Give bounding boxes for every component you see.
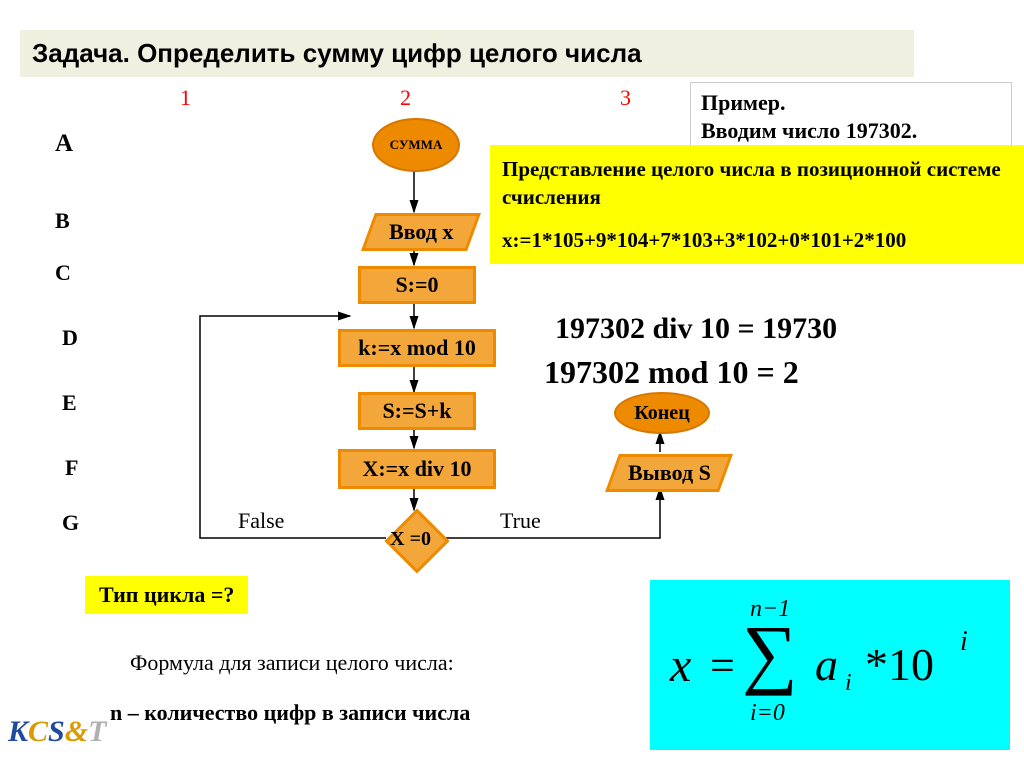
yellow-line2: x:=1*105+9*104+7*103+3*102+0*101+2*100 [502, 226, 1012, 254]
fx-eq: = [710, 640, 735, 691]
row-C: C [55, 260, 71, 286]
row-G: G [62, 510, 79, 536]
flow-start: СУММА [372, 118, 460, 172]
logo-K: K [8, 715, 28, 748]
col-2: 2 [400, 85, 411, 111]
logo-amp: & [65, 715, 88, 748]
flow-cond: X =0 [384, 508, 449, 573]
yellow-box: Представление целого числа в позиционной… [490, 145, 1024, 264]
col-3: 3 [620, 85, 631, 111]
example-box: Пример. Вводим число 197302. [690, 82, 1012, 151]
n-label: n – количество цифр в записи числа [110, 700, 470, 726]
example-line1: Пример. [701, 89, 1001, 117]
mod-equation: 197302 mod 10 = 2 [544, 354, 799, 391]
flow-input-label: Ввод x [389, 219, 453, 245]
fx-sigma: ∑ [742, 614, 798, 692]
task-title: Задача. Определить сумму цифр целого чис… [20, 30, 914, 77]
fx-ai: i [845, 670, 852, 697]
loop-type-box: Тип цикла =? [85, 576, 248, 614]
label-false: False [238, 508, 284, 534]
logo-S: S [48, 715, 65, 748]
row-B: B [55, 208, 70, 234]
kcst-logo: KCS&T [8, 715, 106, 749]
logo-C: C [28, 715, 48, 748]
formula-label: Формула для записи целого числа: [130, 650, 454, 676]
flow-end: Конец [614, 392, 710, 434]
flow-s0: S:=0 [358, 266, 476, 304]
flow-input: Ввод x [361, 213, 481, 251]
fx-star10: *10 [865, 638, 934, 691]
flow-cond-label: X =0 [390, 528, 431, 551]
fx-x: x [670, 638, 691, 693]
flow-xdiv: X:=x div 10 [338, 449, 496, 489]
formula-box: x = n−1 ∑ i=0 a i *10 i [650, 580, 1010, 750]
row-D: D [62, 325, 78, 351]
flow-k: k:=x mod 10 [338, 329, 496, 367]
logo-T: T [88, 715, 106, 748]
col-1: 1 [180, 85, 191, 111]
row-F: F [65, 455, 78, 481]
flow-sk: S:=S+k [358, 392, 476, 430]
row-A: А [55, 130, 73, 158]
fx-exp: i [960, 626, 968, 658]
flow-output-label: Вывод S [628, 460, 711, 486]
yellow-line1: Представление целого числа в позиционной… [502, 155, 1012, 212]
flow-output: Вывод S [605, 454, 733, 492]
div-equation: 197302 div 10 = 19730 [555, 312, 837, 346]
example-line2: Вводим число 197302. [701, 117, 1001, 145]
row-E: E [62, 390, 77, 416]
label-true: True [500, 508, 541, 534]
fx-a: a [815, 638, 838, 691]
fx-bot: i=0 [750, 700, 785, 727]
